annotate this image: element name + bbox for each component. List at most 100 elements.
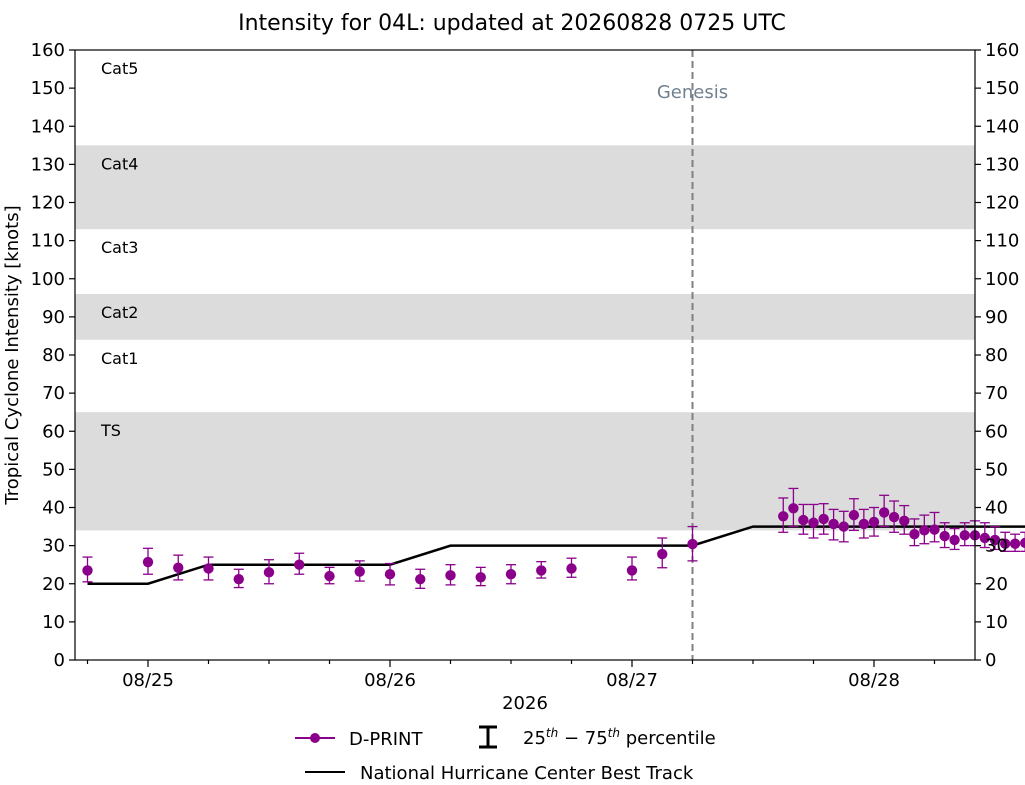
dprint-marker — [919, 525, 930, 536]
dprint-marker — [888, 511, 900, 523]
category-label-cat2: Cat2 — [101, 303, 138, 322]
dprint-point — [828, 508, 839, 541]
dprint-point — [82, 556, 93, 583]
dprint-point — [929, 511, 940, 543]
dprint-marker — [173, 562, 184, 573]
dprint-point — [415, 568, 426, 589]
legend: D-PRINT 25th − 75th percentile National … — [295, 725, 716, 784]
category-label-cat5: Cat5 — [101, 59, 138, 78]
y-tick-label-left: 30 — [42, 536, 65, 557]
y-tick-label-right: 130 — [985, 154, 1019, 175]
category-label-cat4: Cat4 — [101, 154, 138, 173]
dprint-marker — [82, 565, 93, 576]
dprint-marker — [798, 514, 809, 526]
dprint-marker — [868, 516, 880, 528]
dprint-point — [909, 518, 920, 547]
y-tick-label-right: 70 — [985, 383, 1008, 404]
y-axis-right: 0 10 20 30 40 50 60 70 80 90 100 110 120 130 140 150 160 — [975, 40, 1019, 671]
genesis-marker: Genesis — [657, 50, 728, 660]
dprint-point — [939, 522, 950, 549]
y-tick-label-right: 100 — [985, 269, 1019, 290]
y-tick-label-left: 80 — [42, 345, 65, 366]
dprint-marker — [818, 513, 829, 525]
dprint-marker — [445, 570, 456, 581]
dprint-marker — [384, 569, 396, 580]
category-band-ts — [75, 412, 975, 531]
y-tick-label-right: 40 — [985, 498, 1008, 519]
dprint-marker — [939, 530, 950, 542]
y-tick-label-left: 150 — [31, 78, 65, 99]
x-tick-label: 08/28 — [848, 670, 900, 691]
dprint-marker — [142, 556, 154, 568]
dprint-marker — [687, 538, 698, 550]
dprint-marker — [294, 559, 305, 570]
dprint-point — [949, 527, 960, 551]
dprint-marker — [566, 563, 577, 574]
dprint-point — [878, 494, 890, 528]
dprint-marker — [778, 511, 789, 522]
y-tick-label-right: 160 — [985, 40, 1019, 61]
dprint-series — [82, 487, 1025, 589]
dprint-marker — [848, 509, 860, 521]
dprint-point — [324, 566, 335, 585]
dprint-point — [173, 554, 184, 581]
category-bands: TS Cat1 Cat2 Cat3 Cat4 Cat5 — [75, 59, 975, 531]
dprint-point — [788, 487, 799, 528]
y-axis-left: 0 10 20 30 40 50 60 70 80 90 100 110 120 130 140 150 160 — [31, 40, 75, 671]
y-tick-label-left: 50 — [42, 459, 65, 480]
y-tick-label-right: 90 — [985, 307, 1008, 328]
legend-percentile-icon — [479, 725, 497, 749]
dprint-marker — [324, 570, 335, 582]
legend-percentile-label: 25th − 75th percentile — [523, 726, 716, 749]
legend-dprint-label: D-PRINT — [349, 729, 423, 750]
y-tick-label-left: 140 — [31, 116, 65, 137]
dprint-point — [384, 562, 396, 586]
chart-title: Intensity for 04L: updated at 20260828 0… — [238, 11, 786, 36]
dprint-point — [979, 522, 991, 549]
dprint-marker — [626, 565, 638, 576]
dprint-point — [899, 504, 910, 535]
dprint-marker — [878, 507, 890, 518]
dprint-point — [294, 552, 305, 575]
dprint-marker — [657, 548, 668, 560]
dprint-point — [505, 564, 517, 585]
y-tick-label-left: 0 — [54, 650, 65, 671]
dprint-point — [1009, 533, 1021, 552]
x-tick-label: 08/27 — [606, 670, 658, 691]
dprint-point — [818, 503, 829, 535]
dprint-point — [657, 537, 668, 569]
y-tick-label-left: 10 — [42, 612, 65, 633]
dprint-marker — [1009, 538, 1021, 549]
y-tick-label-right: 10 — [985, 612, 1008, 633]
y-tick-label-right: 60 — [985, 421, 1008, 442]
dprint-marker — [909, 528, 920, 540]
y-tick-label-right: 140 — [985, 116, 1019, 137]
dprint-point — [536, 560, 547, 579]
category-band-cat4 — [75, 145, 975, 230]
x-axis: 08/25 08/26 08/27 08/28 — [86, 660, 936, 691]
dprint-marker — [203, 563, 214, 574]
y-tick-label-right: 110 — [985, 231, 1019, 252]
dprint-point — [868, 506, 880, 537]
dprint-point — [989, 525, 1001, 551]
dprint-marker — [415, 573, 426, 585]
dprint-marker — [979, 532, 991, 544]
y-tick-label-left: 130 — [31, 154, 65, 175]
y-tick-label-right: 80 — [985, 345, 1008, 366]
y-axis-label: Tropical Cyclone Intensity [knots] — [2, 205, 23, 505]
dprint-marker — [858, 518, 870, 530]
dprint-marker — [536, 565, 547, 576]
category-label-cat3: Cat3 — [101, 238, 138, 257]
dprint-marker — [989, 534, 1001, 546]
best-track-series — [87, 525, 1025, 585]
dprint-point — [263, 559, 275, 585]
dprint-point — [142, 547, 154, 575]
dprint-marker — [788, 503, 799, 514]
y-tick-label-left: 160 — [31, 40, 65, 61]
dprint-marker — [475, 572, 486, 583]
dprint-point — [1020, 531, 1025, 552]
dprint-point — [838, 510, 849, 543]
category-band-cat2 — [75, 294, 975, 340]
dprint-point — [798, 503, 809, 535]
dprint-point — [445, 564, 456, 586]
